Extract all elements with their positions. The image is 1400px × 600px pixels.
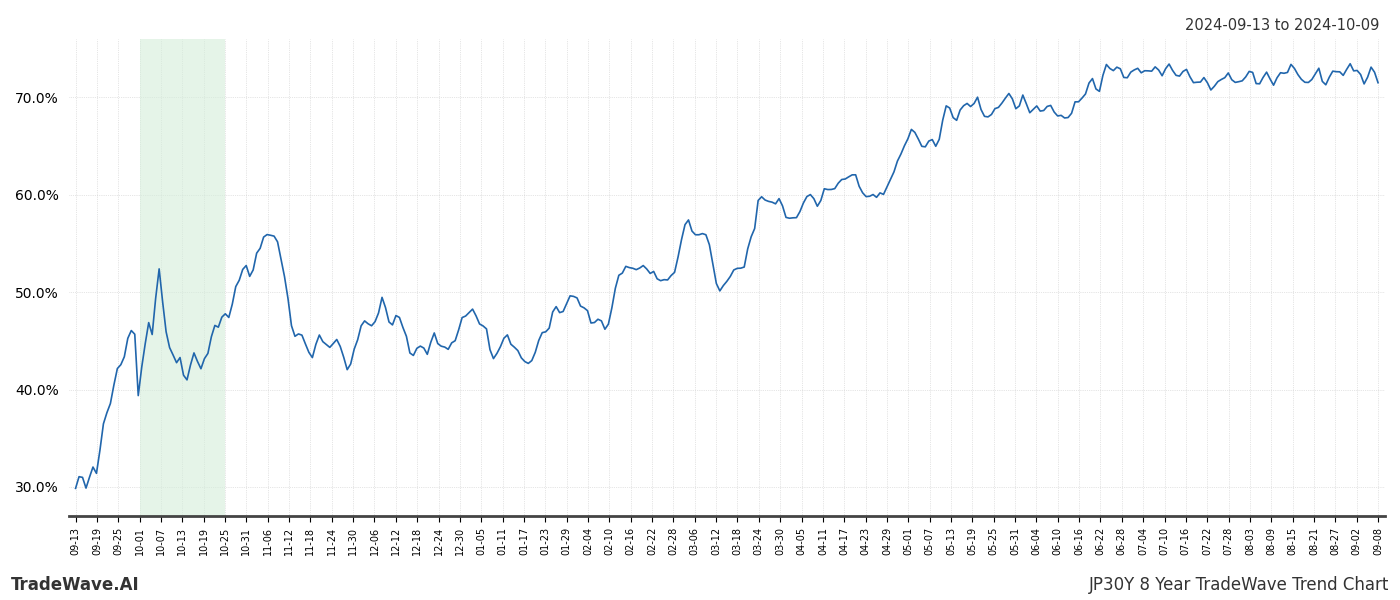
Text: JP30Y 8 Year TradeWave Trend Chart: JP30Y 8 Year TradeWave Trend Chart	[1088, 576, 1389, 594]
Text: 2024-09-13 to 2024-10-09: 2024-09-13 to 2024-10-09	[1184, 18, 1379, 33]
Bar	[140, 39, 225, 516]
Text: TradeWave.AI: TradeWave.AI	[11, 576, 140, 594]
